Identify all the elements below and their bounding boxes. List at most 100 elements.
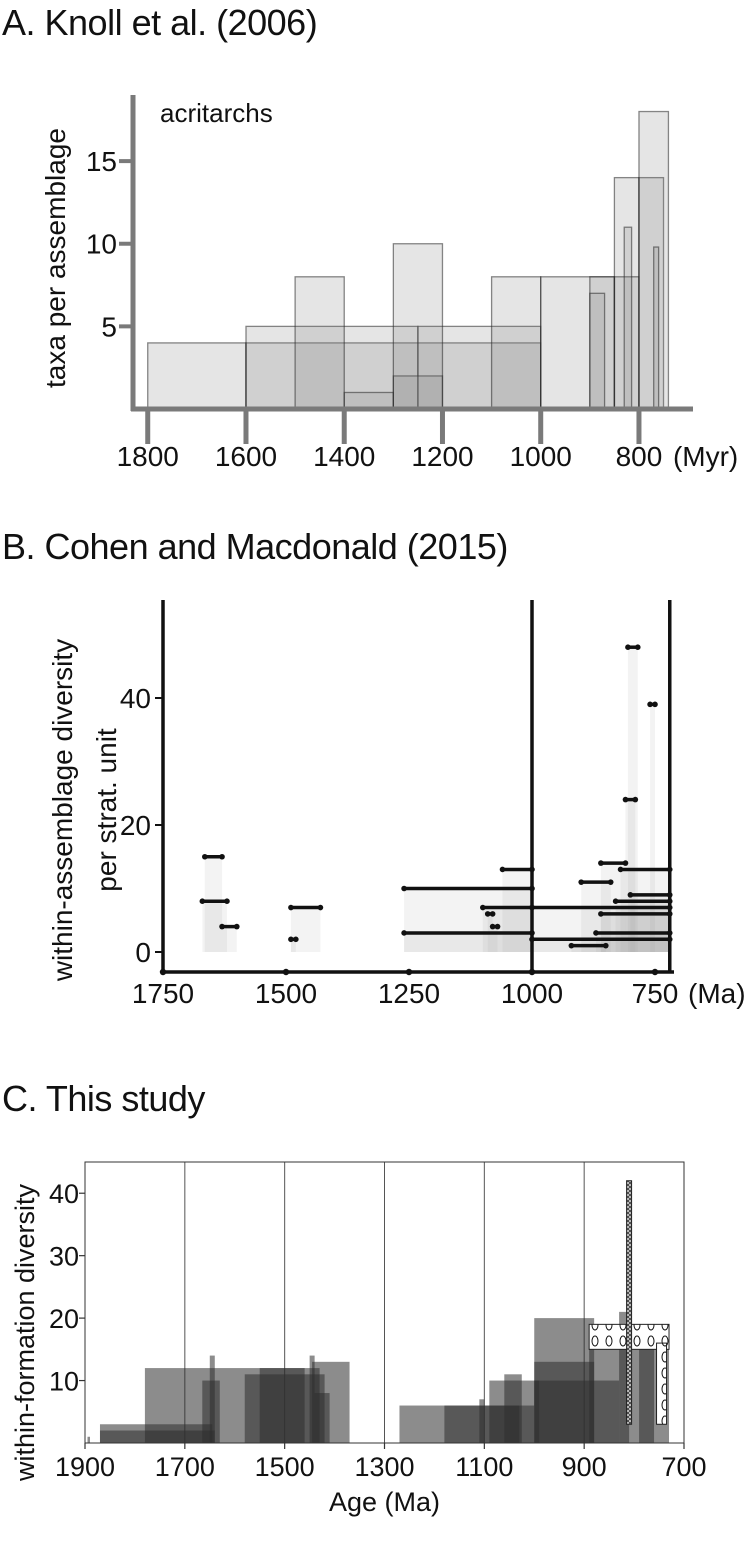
bar-4 [294,276,345,410]
x-tick [282,968,290,976]
range-end-13 [568,942,575,949]
panel-b-title: B. Cohen and Macdonald (2015) [2,526,508,567]
range-end-0 [202,853,208,860]
bar-13 [613,276,640,410]
y-tick-label: 20 [49,1304,79,1334]
x-tick-label: 1250 [378,978,440,1009]
x-tick-label: 800 [616,441,663,472]
bar-3 [417,325,542,410]
range-shade-3 [290,907,321,952]
patterned-bar-1 [626,1180,633,1425]
y-tick-label: 0 [135,937,151,968]
x-tick-label: 750 [632,978,679,1009]
bar-20 [619,1311,630,1443]
x-tick [651,968,659,976]
bar-10 [314,1393,330,1443]
y-axis-label-line2: per strat. unit [91,728,122,892]
range-shade-6 [404,932,532,952]
x-tick-label: 1200 [411,441,473,472]
chart-b-cohen-macdonald: 0 20 40 1750 1500 1250 1000 750 (Ma) within-assem… [47,600,746,1009]
bar-8 [490,276,542,410]
bar-0 [147,342,247,410]
x-tick [405,968,413,976]
range-shade-4 [290,939,296,952]
range-shade-7 [502,869,532,952]
range-shade-5 [404,888,532,952]
x-tick-label: 1900 [55,1452,115,1482]
x-tick-label: 1800 [117,441,179,472]
x-tick-label: 1700 [155,1452,215,1482]
x-tick-label: 1600 [215,441,277,472]
x-tick-label: 1000 [501,978,563,1009]
bar-2 [245,325,419,410]
bar-17 [653,246,660,410]
range-end-22 [634,644,641,650]
x-unit-label: (Myr) [673,441,738,472]
bar-13 [479,1399,485,1443]
range-end-2 [219,923,225,930]
range-end-10 [489,923,496,930]
x-tick-label: 1400 [313,441,375,472]
range-end-22 [625,644,631,650]
range-shade-20 [630,894,670,952]
range-end-23 [652,701,658,708]
patterned-bar-2 [656,1342,668,1425]
bar-0 [87,1436,90,1443]
range-end-9 [484,911,491,917]
y-tick-label: 40 [49,1179,79,1209]
x-tick [528,968,536,976]
annotation-label: acritarchs [160,98,273,128]
chart-a-knoll: 5 10 15 1800 1600 1400 1200 1000 800 (Myr) acritar… [40,95,738,472]
y-tick-label: 30 [49,1242,79,1272]
y-tick-label: 10 [49,1367,79,1397]
range-end-18 [598,911,604,917]
bar-7 [392,243,444,410]
y-tick-label: 5 [101,311,117,342]
range-end-1 [224,898,230,904]
panel-a-title: A. Knoll et al. (2006) [2,2,318,43]
bar-21 [639,1330,655,1443]
y-axis-label: within-formation diversity [10,1183,40,1482]
range-end-8 [480,904,486,911]
range-end-16 [617,866,624,873]
y-tick-label: 15 [86,146,117,177]
panel-c-title: C. This study [2,1078,205,1119]
x-tick-label: 1500 [255,978,317,1009]
range-shade-10 [492,926,498,952]
range-end-21 [632,796,639,803]
x-unit-label: (Ma) [688,978,746,1009]
bar-15 [504,1374,522,1443]
x-tick-label: 1500 [255,1452,315,1482]
bar-5 [209,1355,215,1443]
range-end-6 [401,930,407,936]
x-tick-label: 1300 [354,1452,414,1482]
range-end-19 [612,898,619,904]
x-tick-label: 1100 [455,1452,513,1482]
range-end-23 [647,701,653,708]
y-tick-label: 40 [120,683,151,714]
range-end-13 [603,942,609,949]
range-shade-23 [650,704,655,952]
range-end-2 [234,923,240,930]
range-end-9 [489,911,496,917]
y-tick-label: 20 [120,810,151,841]
x-tick-label: 1000 [510,441,572,472]
range-end-7 [499,866,506,873]
range-shade-0 [204,856,223,952]
range-end-15 [622,860,629,866]
y-axis-label-line1: within-assemblage diversity [47,639,78,982]
x-axis-label: Age (Ma) [329,1487,440,1517]
x-tick-label: 900 [562,1452,607,1482]
range-end-3 [288,904,294,911]
range-end-14 [578,879,584,885]
range-end-17 [593,930,599,936]
y-axis-label: taxa per assemblage [40,128,71,388]
range-end-0 [219,853,225,860]
range-shade-2 [222,926,237,952]
chart-c-this-study: 10 20 30 40 1900 1700 1500 1300 1100 900 700 Age (M… [10,1161,707,1517]
range-shade-13 [571,945,606,952]
range-end-4 [293,936,299,943]
range-end-20 [627,892,634,898]
range-end-4 [288,936,294,943]
range-end-1 [199,898,206,904]
